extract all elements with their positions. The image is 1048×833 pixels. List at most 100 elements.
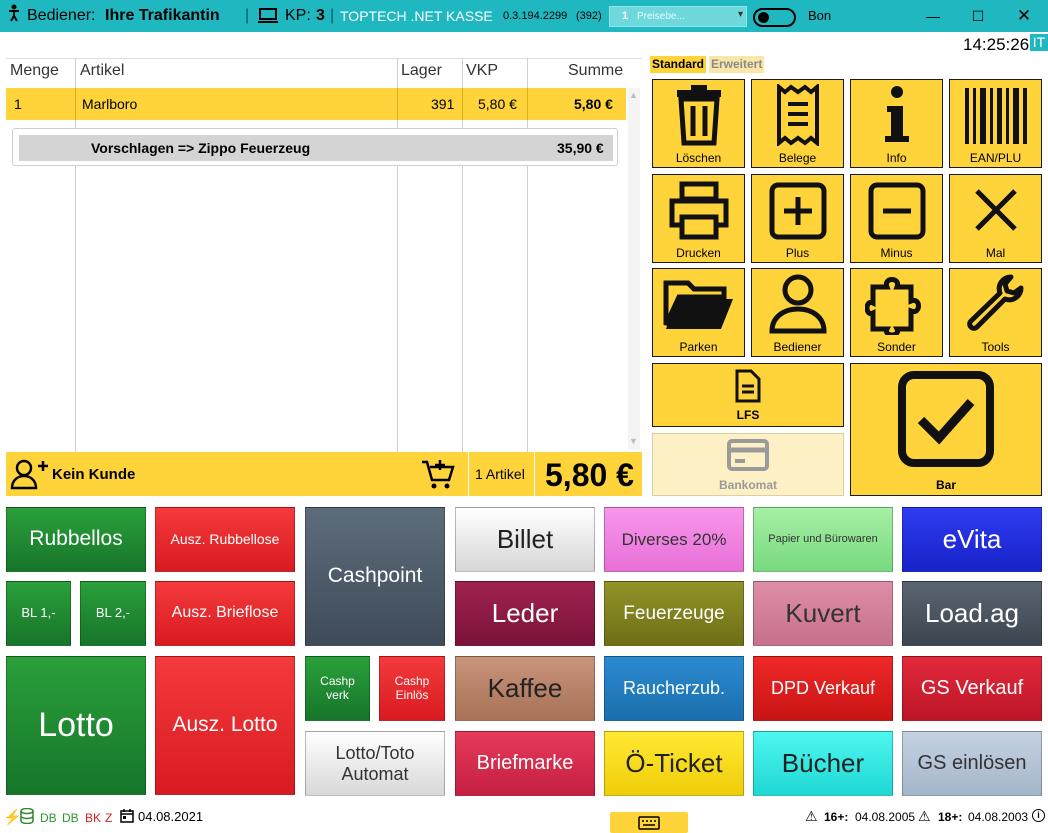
tile-label: verk (326, 687, 349, 702)
bankomat-button[interactable]: Bankomat (652, 433, 844, 496)
tile-feuerzeuge[interactable]: Feuerzeuge (604, 581, 744, 646)
tile-gs-einloesen[interactable]: GS einlösen (902, 731, 1042, 796)
tile-label: DPD Verkauf (770, 678, 876, 699)
column-header-summe[interactable]: Summe (568, 62, 624, 79)
parken-button[interactable]: Parken (652, 268, 745, 357)
add-customer-icon[interactable] (10, 458, 50, 495)
tab-erweitert[interactable]: Erweitert (709, 56, 765, 73)
tools-button[interactable]: Tools (949, 268, 1042, 357)
tile-bl2[interactable]: BL 2,- (80, 581, 146, 646)
total-amount: 5,80 € (545, 457, 634, 493)
tile-cashp-verk[interactable]: Cashp verk (305, 656, 370, 721)
tile-oeticket[interactable]: Ö-Ticket (604, 731, 744, 796)
tile-label: Kaffee (487, 672, 563, 703)
tile-kuvert[interactable]: Kuvert (753, 581, 893, 646)
tile-loadag[interactable]: Load.ag (902, 581, 1042, 646)
info-label: Info (886, 151, 907, 165)
title-bar: Bediener: Ihre Trafikantin | KP: 3 | TOP… (0, 0, 1048, 32)
scroll-up-icon[interactable]: ▲ (629, 90, 638, 100)
column-header-lager[interactable]: Lager (401, 62, 442, 79)
tile-kaffee[interactable]: Kaffee (455, 656, 595, 721)
plus-button[interactable]: Plus (751, 174, 844, 263)
keyboard-button[interactable] (610, 812, 688, 833)
column-header-vkp[interactable]: VKP (466, 62, 499, 79)
sonder-button[interactable]: Sonder (850, 268, 943, 357)
drucken-button[interactable]: Drucken (652, 174, 745, 263)
multiply-icon (974, 189, 1017, 231)
customer-name[interactable]: Kein Kunde (52, 466, 136, 483)
tile-lotto[interactable]: Lotto (6, 656, 146, 795)
tile-cashpoint[interactable]: Cashpoint (305, 507, 445, 646)
loeschen-button[interactable]: Löschen (652, 79, 745, 168)
minimize-button[interactable]: — (926, 8, 940, 24)
row-menge: 1 (14, 96, 22, 112)
operator-name[interactable]: Ihre Trafikantin (105, 7, 220, 24)
tile-label: Lotto (38, 705, 114, 744)
scroll-down-icon[interactable]: ▼ (629, 436, 638, 446)
tile-dpd[interactable]: DPD Verkauf (753, 656, 893, 721)
column-header-menge[interactable]: Menge (10, 62, 59, 79)
puzzle-icon (864, 277, 921, 335)
tile-label: Ausz. Brieflose (171, 604, 279, 622)
mal-button[interactable]: Mal (949, 174, 1042, 263)
suggestion-row[interactable]: Vorschlagen => Zippo Feuerzeug 35,90 € (12, 128, 618, 166)
tile-papier[interactable]: Papier und Bürowaren (753, 507, 893, 572)
warning-icon-18: ⚠ (918, 808, 931, 824)
cart-icon[interactable] (420, 458, 456, 495)
ean-plu-button[interactable]: EAN/PLU (949, 79, 1042, 168)
tile-bl1[interactable]: BL 1,- (6, 581, 71, 646)
tile-label: Raucherzub. (622, 678, 726, 699)
info-button[interactable]: Info (850, 79, 943, 168)
tile-billet[interactable]: Billet (455, 507, 595, 572)
bar-button[interactable]: Bar (850, 363, 1042, 496)
tile-label: Cashp (320, 673, 355, 688)
close-button[interactable]: ✕ (1016, 6, 1032, 25)
bar-label: Bar (935, 478, 956, 492)
tile-label: Feuerzeuge (623, 602, 725, 624)
tile-diverses[interactable]: Diverses 20% (604, 507, 744, 572)
age18-date: 04.08.2003 (968, 810, 1029, 824)
row-summe: 5,80 € (574, 96, 613, 112)
ean-plu-label: EAN/PLU (969, 151, 1022, 165)
tab-standard[interactable]: Standard (650, 56, 707, 73)
tile-ausz-lotto[interactable]: Ausz. Lotto (155, 656, 295, 795)
tools-label: Tools (981, 340, 1010, 354)
z-status: Z (105, 811, 113, 825)
tile-ausz-rubbellose[interactable]: Ausz. Rubbellose (155, 507, 295, 572)
tile-briefmarke[interactable]: Briefmarke (455, 731, 595, 796)
maximize-button[interactable]: ☐ (971, 8, 985, 24)
kp-label: KP: (285, 7, 311, 24)
language-badge[interactable]: IT (1030, 34, 1048, 51)
document-icon (735, 369, 761, 403)
lfs-button[interactable]: LFS (652, 363, 844, 427)
db-status-2: DB (62, 811, 79, 825)
table-row[interactable]: 1 Marlboro 391 5,80 € 5,80 € (6, 88, 626, 120)
bediener-button[interactable]: Bediener (751, 268, 844, 357)
column-header-artikel[interactable]: Artikel (80, 62, 125, 79)
bon-toggle[interactable] (753, 8, 796, 27)
lfs-label: LFS (736, 408, 760, 422)
tile-lotto-toto[interactable]: Lotto/Toto Automat (305, 731, 445, 796)
loeschen-label: Löschen (675, 151, 722, 165)
tile-cashp-einloes[interactable]: Cashp Einlös (379, 656, 445, 721)
version: 0.3.194.2299 (503, 10, 568, 22)
barcode-icon (964, 88, 1027, 144)
belege-button[interactable]: Belege (751, 79, 844, 168)
tile-label: Kuvert (785, 597, 861, 628)
tile-raucherzub[interactable]: Raucherzub. (604, 656, 744, 721)
info-circle-icon[interactable]: i (1032, 809, 1045, 822)
tile-evita[interactable]: eVita (902, 507, 1042, 572)
minus-button[interactable]: Minus (850, 174, 943, 263)
app-name: TOPTECH .NET KASSE (340, 8, 493, 24)
price-level-select[interactable]: 1 Preisebe... ▾ (609, 6, 747, 27)
lightning-icon: ⚡ (3, 809, 22, 826)
tile-ausz-brieflose[interactable]: Ausz. Brieflose (155, 581, 295, 646)
tile-label: Papier und Bürowaren (768, 533, 878, 546)
receipt-icon (776, 84, 819, 146)
tile-buecher[interactable]: Bücher (753, 731, 893, 796)
tile-leder[interactable]: Leder (455, 581, 595, 646)
tile-gs-verkauf[interactable]: GS Verkauf (902, 656, 1042, 721)
database-icon (20, 807, 34, 827)
grid-scrollbar[interactable]: ▲ ▼ (628, 88, 640, 450)
tile-rubbellos[interactable]: Rubbellos (6, 507, 146, 572)
